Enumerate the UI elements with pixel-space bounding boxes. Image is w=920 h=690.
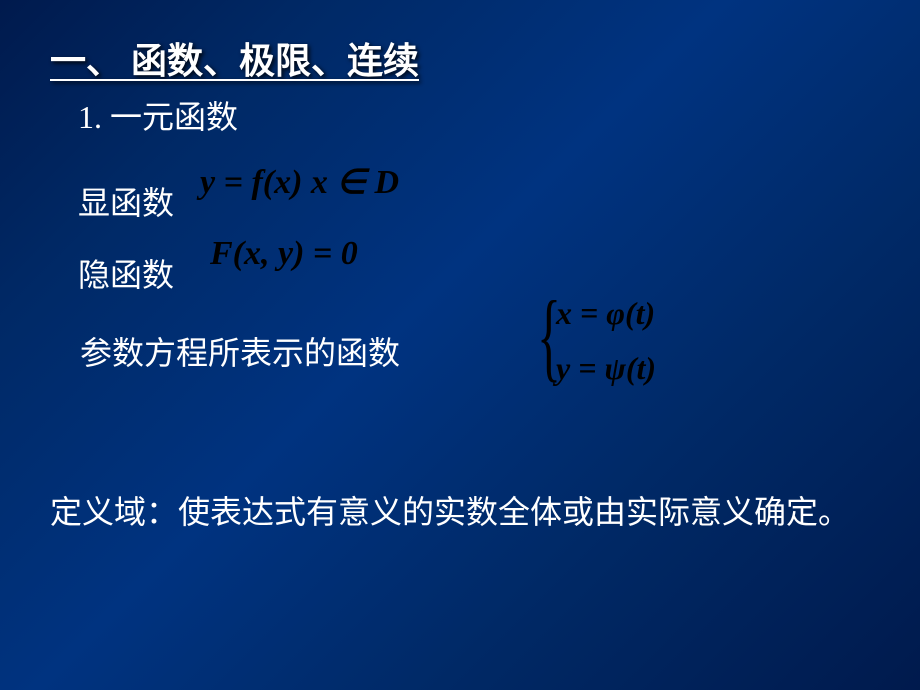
parametric-formula-line1: x = φ(t) [556,295,655,332]
parametric-formula-line2: y = ψ(t) [556,350,656,387]
explicit-function-formula: y = f(x) x ∈ D [200,162,399,202]
implicit-function-label: 隐函数 [78,250,174,296]
parametric-function-label: 参数方程所表示的函数 [80,328,400,374]
slide-title: 一、 函数、极限、连续 [50,32,419,84]
slide-subtitle: 1. 一元函数 [78,92,238,138]
domain-definition: 定义域：使表达式有意义的实数全体或由实际意义确定。 [50,490,870,535]
explicit-function-label: 显函数 [78,178,174,224]
implicit-function-formula: F(x, y) = 0 [210,235,358,273]
